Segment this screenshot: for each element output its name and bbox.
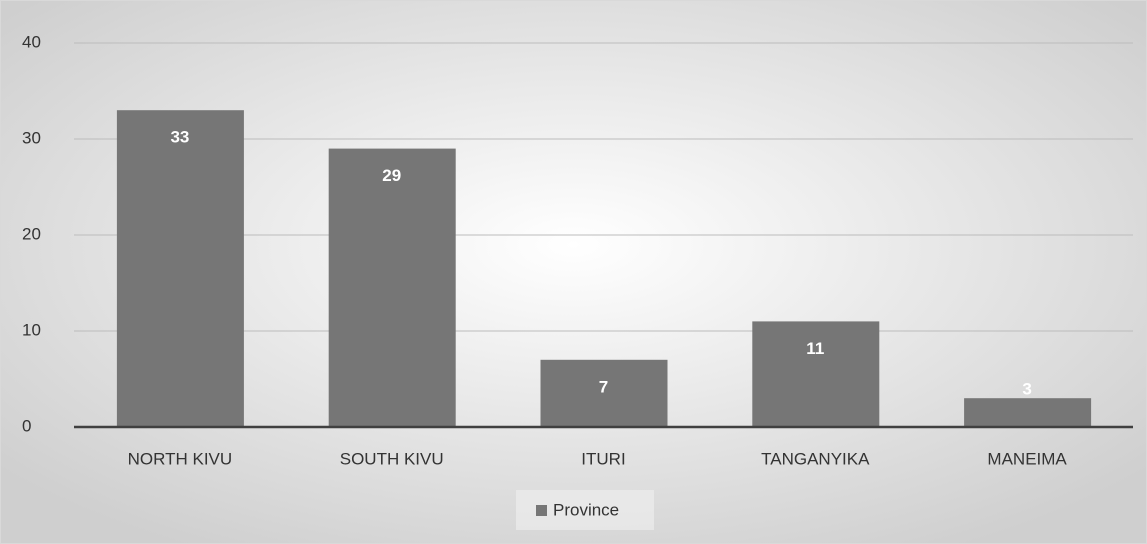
data-label: 33 [170,128,189,147]
bar [116,110,244,427]
x-tick-label: TANGANYIKA [761,449,870,468]
y-tick-label: 0 [22,416,31,435]
bar [964,398,1092,427]
x-tick-label: SOUTH KIVU [340,449,444,468]
bar [752,321,880,427]
data-label: 11 [806,339,824,358]
y-tick-label: 40 [22,32,41,51]
y-tick-label: 30 [22,128,41,147]
data-label: 7 [599,377,608,396]
x-tick-label: ITURI [581,449,625,468]
x-tick-label: MANEIMA [987,449,1067,468]
y-tick-label: 10 [22,320,41,339]
legend-label: Province [553,500,619,519]
data-label: 29 [382,166,401,185]
bar [540,359,668,427]
bar [328,148,456,427]
legend-swatch [536,505,547,516]
data-label: 3 [1022,380,1031,399]
x-tick-label: NORTH KIVU [128,449,233,468]
y-tick-label: 20 [22,224,41,243]
